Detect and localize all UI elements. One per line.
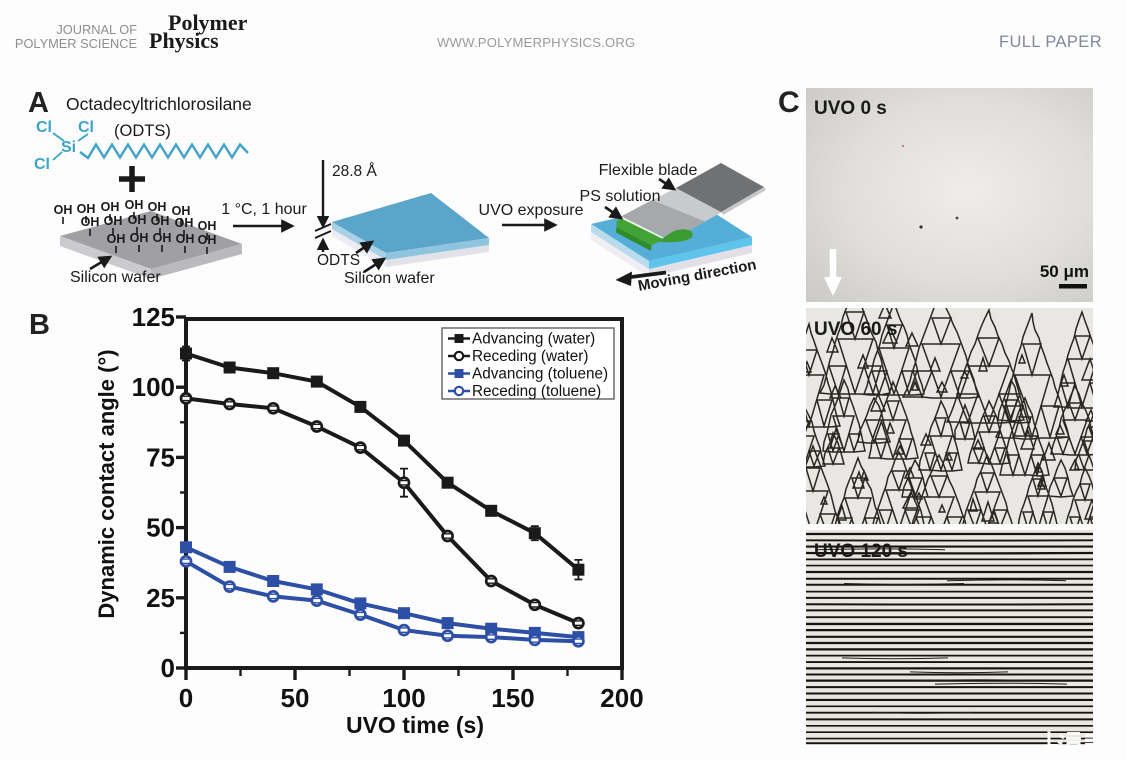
svg-text:50: 50 (281, 683, 310, 713)
svg-text:1 °C, 1 hour: 1 °C, 1 hour (221, 201, 307, 218)
svg-text:OH: OH (104, 214, 123, 228)
svg-text:OH: OH (77, 202, 96, 216)
svg-text:OH: OH (175, 216, 194, 230)
svg-text:OH: OH (125, 198, 144, 212)
svg-text:B: B (29, 309, 50, 341)
svg-text:50 μm: 50 μm (1040, 262, 1089, 281)
svg-text:UVO exposure: UVO exposure (479, 202, 584, 219)
svg-text:100: 100 (132, 372, 175, 402)
svg-text:C: C (778, 86, 800, 119)
svg-text:200: 200 (600, 683, 643, 713)
svg-text:OH: OH (198, 219, 217, 233)
svg-text:Si: Si (61, 139, 76, 156)
svg-text:(ODTS): (ODTS) (114, 122, 171, 140)
svg-text:OH: OH (151, 214, 170, 228)
svg-text:75: 75 (146, 442, 175, 472)
svg-text:UVO 120 s: UVO 120 s (814, 541, 908, 562)
svg-text:PS solution: PS solution (580, 188, 661, 205)
svg-text:Receding (water): Receding (water) (472, 348, 588, 365)
svg-text:Silicon wafer: Silicon wafer (70, 269, 161, 286)
svg-text:0: 0 (179, 683, 193, 713)
svg-text:28.8 Å: 28.8 Å (332, 163, 377, 180)
svg-text:OH: OH (101, 200, 120, 214)
svg-text:0: 0 (161, 653, 175, 683)
svg-text:100: 100 (382, 683, 425, 713)
svg-text:OH: OH (148, 200, 167, 214)
svg-text:Advancing (toluene): Advancing (toluene) (472, 366, 608, 383)
svg-text:OH: OH (54, 203, 73, 217)
svg-text:Receding (toluene): Receding (toluene) (472, 383, 601, 400)
svg-text:50: 50 (146, 513, 175, 543)
svg-text:OH: OH (128, 213, 147, 227)
svg-text:OH: OH (153, 231, 172, 245)
svg-text:UVO 60 s: UVO 60 s (814, 319, 897, 340)
svg-text:ODTS: ODTS (317, 252, 360, 269)
svg-text:Cl: Cl (34, 156, 50, 173)
svg-text:150: 150 (491, 683, 534, 713)
svg-text:OH: OH (107, 232, 126, 246)
svg-text:Octadecyltrichlorosilane: Octadecyltrichlorosilane (66, 94, 252, 114)
svg-text:Flexible blade: Flexible blade (599, 162, 698, 179)
svg-text:OH: OH (172, 204, 191, 218)
svg-text:25: 25 (146, 583, 175, 613)
svg-text:OH: OH (176, 232, 195, 246)
svg-text:125: 125 (132, 302, 175, 332)
svg-text:Silicon wafer: Silicon wafer (344, 270, 435, 287)
svg-text:UVO time (s): UVO time (s) (346, 712, 484, 738)
svg-text:Cl: Cl (78, 119, 94, 136)
svg-text:UVO 0 s: UVO 0 s (814, 98, 887, 119)
svg-text:Advancing (water): Advancing (water) (472, 331, 595, 348)
svg-text:OH: OH (81, 215, 100, 229)
svg-text:A: A (28, 87, 49, 119)
svg-text:Dynamic contact angle (°): Dynamic contact angle (°) (94, 349, 119, 618)
svg-text:Cl: Cl (36, 119, 52, 136)
svg-text:OH: OH (130, 231, 149, 245)
